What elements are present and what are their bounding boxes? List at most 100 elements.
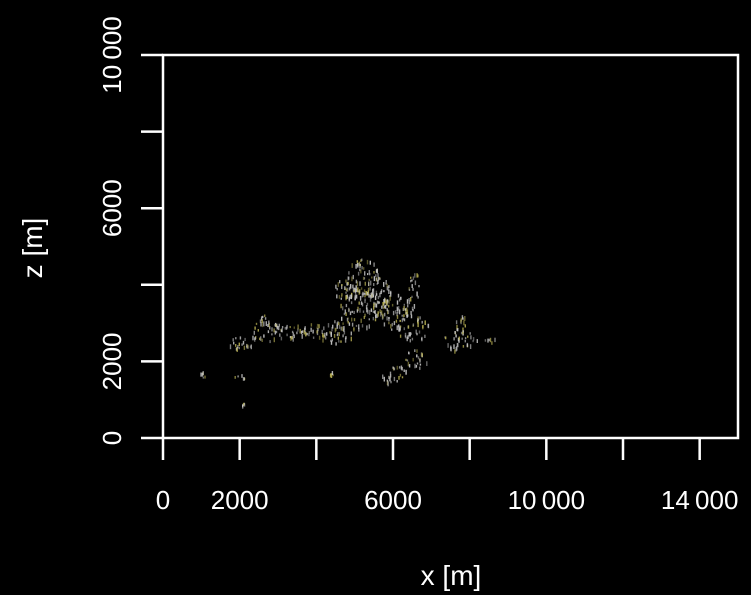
cloud-point [337,282,339,287]
cloud-point [286,333,288,337]
cloud-point [400,365,403,370]
cloud-point [259,319,262,323]
cloud-point [327,323,330,328]
cloud-point [369,286,371,291]
cloud-point [419,358,421,363]
cloud-point [359,268,361,272]
cloud-point [410,314,413,319]
cloud-point [280,336,283,341]
cloud-point [380,310,383,316]
cloud-point [342,322,344,325]
cloud-point [398,306,400,311]
cloud-point [402,307,404,311]
cloud-point [334,320,336,324]
cloud-point [402,317,404,321]
cloud-point [358,324,360,330]
cloud-point [370,280,372,286]
cloud-point [356,281,359,287]
cloud-point [410,310,412,315]
cloud-point [237,375,239,378]
cloud-point [356,260,358,263]
cloud-point [447,343,449,348]
cloud-point [392,310,395,316]
cloud-point [322,333,324,338]
cloud-point [389,374,392,378]
cloud-point [326,332,328,336]
cloud-point [456,324,458,329]
cloud-point [399,373,402,377]
cloud-point [349,294,351,299]
cloud-point [301,330,304,333]
cloud-point [390,380,392,384]
cloud-point [306,332,308,336]
cloud-point [377,300,379,305]
cloud-point [386,299,389,303]
cloud-point [323,334,325,339]
cloud-point [281,328,283,333]
cloud-point [238,347,240,350]
cloud-point [246,344,249,349]
cloud-point [383,290,385,293]
cloud-point [363,277,366,280]
cloud-point [489,337,492,343]
cloud-point [369,260,371,265]
cloud-point [464,324,466,328]
cloud-point [344,286,346,290]
cloud-point [312,329,314,334]
cloud-point [450,345,452,350]
cloud-point [403,303,405,306]
cloud-point [361,324,364,328]
cloud-point [356,289,358,292]
cloud-point [388,300,390,304]
cloud-point [355,279,358,284]
cloud-point [349,311,352,316]
cloud-point [360,318,362,323]
cloud-point [396,312,398,317]
cloud-point [418,330,421,334]
cloud-point [291,330,294,334]
cloud-point [341,293,343,296]
cloud-point [348,296,350,300]
cloud-point [330,332,332,338]
cloud-region [402,295,416,315]
cloud-point [453,344,455,349]
cloud-point [348,307,350,313]
cloud-point [350,284,352,289]
cloud-point [388,375,390,379]
cloud-point [364,271,366,276]
cloud-point [284,327,286,330]
cloud-point [246,343,248,348]
cloud-point [331,371,334,375]
cloud-point [405,358,407,361]
x-tick-label: 0 [156,485,170,515]
cloud-point [469,344,472,349]
cloud-point [368,318,370,321]
cloud-point [353,326,355,332]
cloud-point [338,322,340,326]
cloud-region [444,327,475,354]
cloud-point [202,376,204,379]
cloud-point [318,335,321,340]
cloud-point [345,287,347,291]
cloud-point [366,307,368,313]
cloud-point [273,328,275,333]
cloud-region [200,371,206,379]
cloud-point [340,340,342,343]
cloud-point [362,310,365,313]
cloud-point [348,271,350,275]
cloud-point [259,337,261,341]
cloud-point [414,349,416,352]
cloud-point [243,403,246,407]
cloud-point [234,376,236,379]
cloud-point [379,277,381,280]
cloud-point [376,268,378,274]
cloud-point [261,338,263,342]
cloud-point [373,301,375,305]
cloud-point [379,292,381,298]
cloud-point [304,326,306,330]
cloud-point [305,332,307,337]
cloud-point [396,380,398,383]
cloud-point [411,279,413,282]
cloud-point [393,367,396,371]
cloud-point [456,342,458,347]
